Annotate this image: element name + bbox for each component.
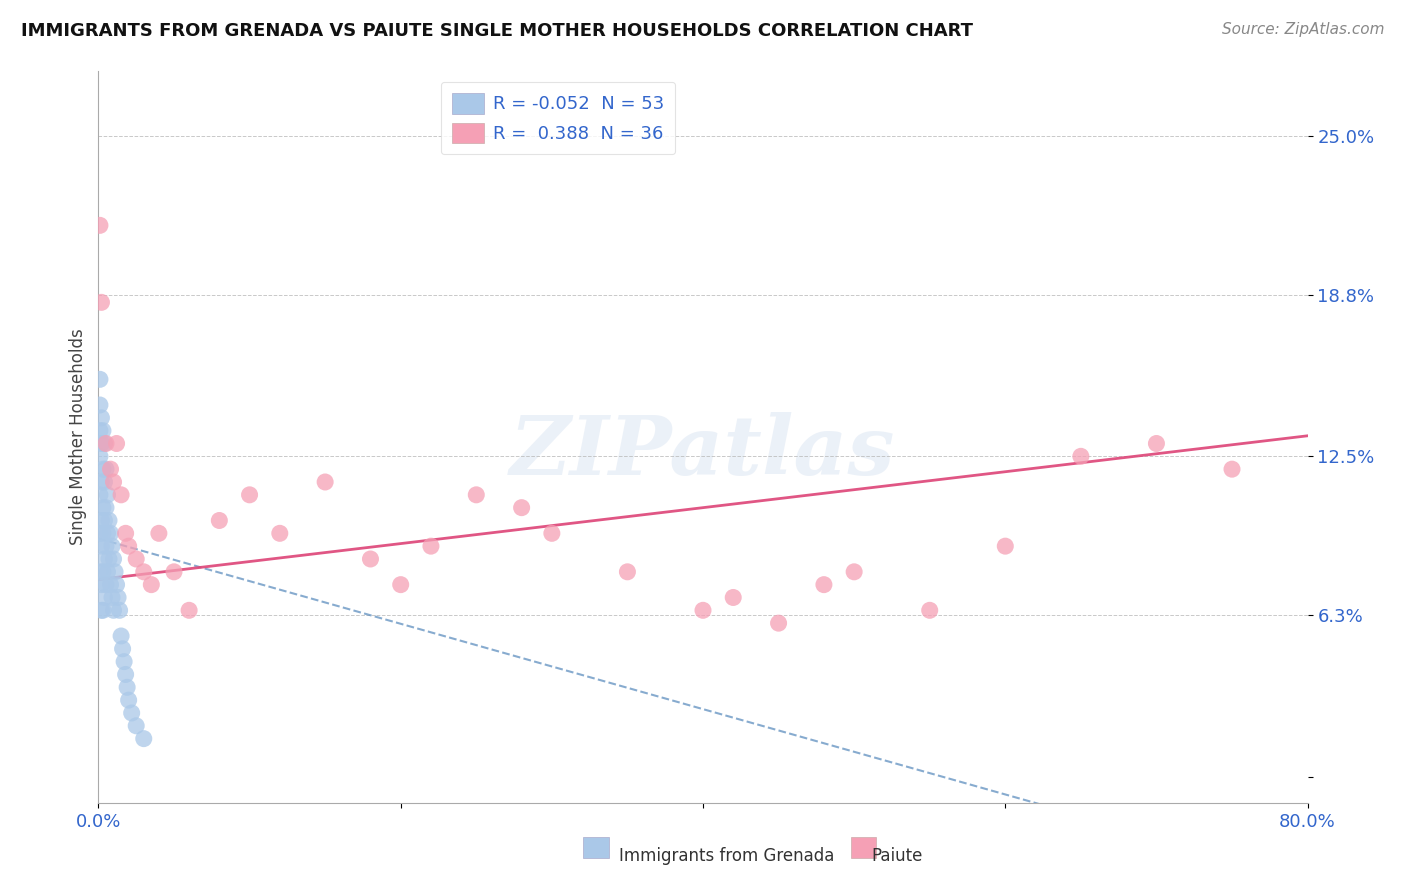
Point [132,565,155,579]
Point [89,219,111,233]
Point [179,603,201,617]
Point [132,731,155,746]
Point [94,539,117,553]
Point [90,295,112,310]
Point [96,526,118,541]
Point [98,552,121,566]
Point [768,616,790,631]
Point [94,462,117,476]
Point [510,500,533,515]
Point [91,526,114,541]
Point [121,706,143,720]
Point [110,488,132,502]
Point [148,526,170,541]
Text: IMMIGRANTS FROM GRENADA VS PAIUTE SINGLE MOTHER HOUSEHOLDS CORRELATION CHART: IMMIGRANTS FROM GRENADA VS PAIUTE SINGLE… [21,22,973,40]
Point [314,475,336,489]
Point [89,424,111,438]
Point [104,565,127,579]
Point [360,552,382,566]
Point [101,539,124,553]
Point [94,436,117,450]
Point [918,603,941,617]
Point [101,591,124,605]
Point [208,514,231,528]
Point [844,565,866,579]
Point [89,398,111,412]
Point [90,475,112,489]
Point [1144,436,1167,450]
Point [98,514,121,528]
Point [111,641,134,656]
Point [114,526,136,541]
Y-axis label: Single Mother Households: Single Mother Households [69,329,87,545]
Point [93,552,115,566]
FancyBboxPatch shape [851,838,876,858]
Text: ZIPatlas: ZIPatlas [510,412,896,491]
Point [89,372,111,386]
Point [103,475,125,489]
Point [89,526,111,541]
Point [118,539,141,553]
Point [163,565,186,579]
Point [89,565,111,579]
Point [540,526,562,541]
Point [94,500,117,515]
Point [125,552,148,566]
Point [1220,462,1243,476]
Point [93,514,115,528]
Point [125,719,148,733]
Point [994,539,1017,553]
Point [141,577,163,591]
Point [90,539,112,553]
Point [813,577,835,591]
Point [93,591,115,605]
Point [114,667,136,681]
Point [90,577,112,591]
Point [90,514,112,528]
Point [94,577,117,591]
Point [108,603,131,617]
FancyBboxPatch shape [583,838,609,858]
Point [105,577,128,591]
Point [420,539,443,553]
Point [93,436,115,450]
Point [110,629,132,643]
Point [723,591,745,605]
Text: Paiute: Paiute [872,847,924,865]
Point [105,436,128,450]
Point [89,488,111,502]
Point [91,424,114,438]
Text: Immigrants from Grenada: Immigrants from Grenada [619,847,834,865]
Point [91,500,114,515]
Point [465,488,488,502]
Point [692,603,714,617]
Point [96,488,118,502]
Point [96,565,118,579]
Point [100,577,122,591]
Point [107,591,129,605]
Point [90,436,112,450]
Point [91,603,114,617]
Point [118,693,141,707]
Point [389,577,412,591]
Point [1070,450,1092,464]
Point [112,655,135,669]
Legend: R = -0.052  N = 53, R =  0.388  N = 36: R = -0.052 N = 53, R = 0.388 N = 36 [440,82,675,154]
Point [269,526,291,541]
Point [91,462,114,476]
Point [239,488,262,502]
Point [93,475,115,489]
Point [90,603,112,617]
Point [90,410,112,425]
Point [115,681,138,695]
Point [100,526,122,541]
Point [616,565,638,579]
Point [103,603,125,617]
Point [103,552,125,566]
Point [91,565,114,579]
Point [100,462,122,476]
Point [89,450,111,464]
Text: Source: ZipAtlas.com: Source: ZipAtlas.com [1222,22,1385,37]
